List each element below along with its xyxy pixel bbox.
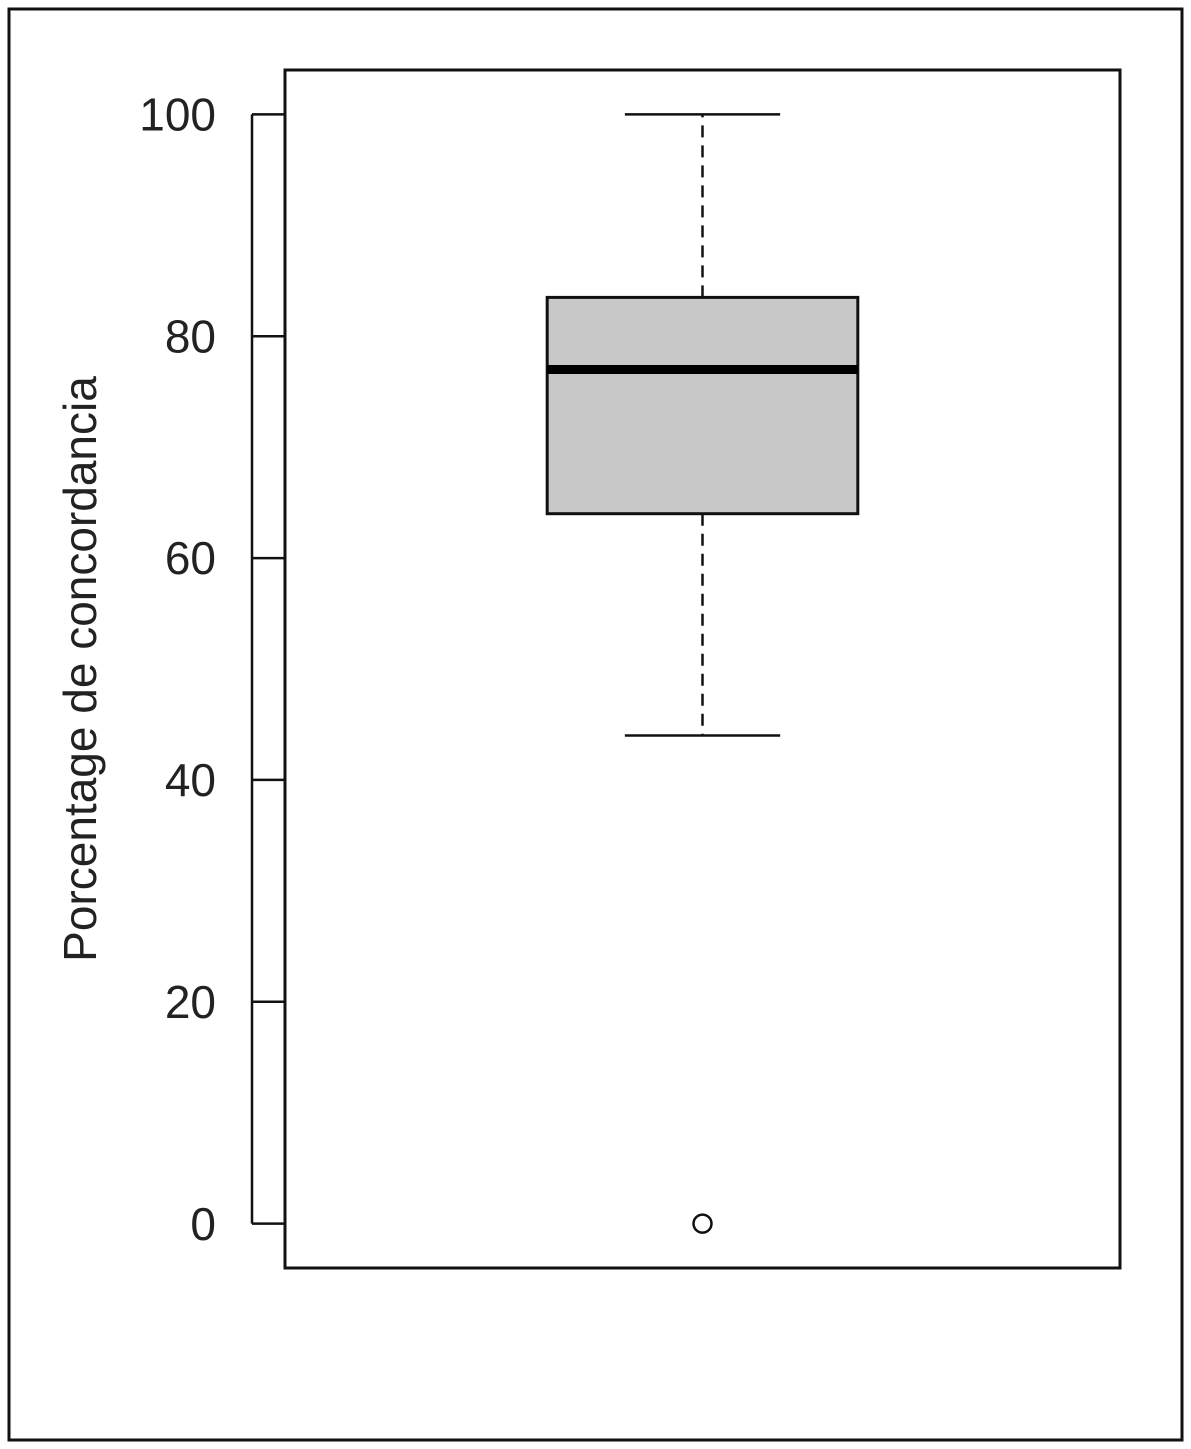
y-tick-label: 0 (190, 1198, 216, 1250)
y-tick-label: 40 (165, 754, 216, 806)
outlier (692, 1213, 713, 1234)
y-axis-label: Porcentage de concordancia (54, 376, 106, 962)
plot-frame (283, 68, 1122, 1270)
y-tick-label: 100 (139, 89, 216, 141)
box (545, 295, 860, 516)
y-tick-label: 60 (165, 532, 216, 584)
figure-frame (7, 7, 1184, 1442)
y-tick-label: 80 (165, 310, 216, 362)
y-tick-label: 20 (165, 976, 216, 1028)
